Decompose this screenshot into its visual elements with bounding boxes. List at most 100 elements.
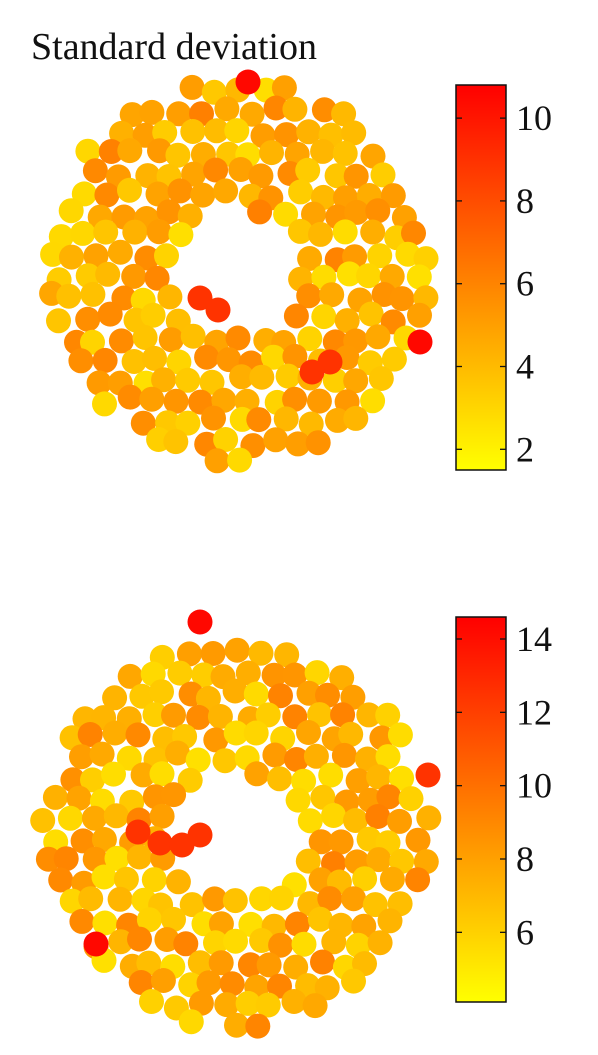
data-point [75, 306, 101, 332]
data-point [168, 222, 194, 248]
data-point [203, 157, 229, 183]
colorbar-tick-label: 10 [516, 98, 552, 138]
data-point [69, 744, 94, 770]
data-point [216, 347, 242, 373]
data-point [122, 219, 148, 245]
data-point [302, 993, 328, 1019]
data-point [178, 972, 204, 998]
data-point [296, 119, 322, 145]
data-point [127, 926, 152, 952]
data-point [186, 704, 212, 730]
data-point [321, 803, 346, 828]
data-point [310, 138, 336, 164]
data-point [180, 119, 206, 144]
colorbar-tick-label: 6 [516, 912, 534, 952]
data-point [377, 908, 403, 934]
data-point [389, 765, 415, 791]
data-point [117, 138, 143, 164]
data-point [291, 768, 317, 794]
data-point [223, 720, 249, 746]
data-point [173, 931, 199, 957]
data-point [219, 971, 245, 997]
data-point [291, 931, 317, 957]
data-point [308, 867, 334, 893]
data-point-high [187, 822, 213, 848]
data-point [287, 218, 313, 244]
data-point [343, 808, 368, 833]
data-point [235, 990, 261, 1016]
data-point [282, 386, 308, 412]
data-point [331, 101, 357, 127]
data-point [191, 911, 217, 937]
data-point [139, 989, 164, 1014]
data-point [80, 329, 105, 355]
data-point [376, 784, 402, 810]
data-point [229, 364, 255, 390]
data-point [284, 911, 310, 937]
data-point-high [187, 609, 213, 635]
data-point [343, 405, 369, 431]
data-point [175, 367, 201, 393]
data-point [366, 847, 392, 873]
data-point [92, 391, 117, 417]
data-point [53, 846, 79, 872]
data-point [30, 808, 56, 833]
data-point-high [235, 69, 261, 95]
data-point [321, 929, 347, 955]
data-point [263, 95, 289, 121]
data-point [201, 405, 226, 431]
data-point [58, 198, 84, 224]
data-point [311, 304, 337, 330]
data-point [130, 762, 156, 788]
data-point [268, 932, 294, 958]
data-point [113, 866, 139, 892]
data-point [275, 363, 301, 389]
data-point [151, 367, 177, 393]
data-point [248, 163, 274, 189]
data-point [336, 261, 362, 287]
data-point [136, 907, 162, 933]
data-point [308, 221, 333, 247]
data-point [83, 243, 109, 269]
data-point [140, 302, 166, 328]
data-point [224, 637, 250, 663]
data-point [71, 181, 97, 207]
data-point [199, 369, 225, 395]
data-point [310, 949, 335, 975]
data-point [306, 388, 332, 414]
data-point [360, 143, 386, 169]
data-point [329, 665, 355, 691]
data-point [178, 1009, 204, 1035]
data-point [249, 928, 275, 953]
data-point [367, 243, 393, 269]
data-point [225, 325, 251, 351]
data-point [157, 284, 183, 310]
data-point [351, 913, 377, 939]
data-point [107, 886, 133, 912]
data-point [315, 682, 340, 708]
data-point [324, 163, 350, 189]
data-point [132, 325, 158, 350]
data-point [283, 303, 309, 329]
data-point [259, 140, 284, 166]
data-point [208, 911, 234, 937]
data-point [75, 263, 101, 289]
data-point [366, 764, 392, 790]
data-point [243, 681, 269, 707]
data-point [255, 702, 281, 728]
data-point [163, 429, 189, 455]
data-point [356, 263, 381, 289]
data-point [303, 743, 329, 769]
data-point [328, 829, 354, 855]
data-point [317, 886, 343, 912]
data-point [213, 427, 239, 452]
data-point [156, 199, 182, 225]
data-point [296, 680, 322, 706]
panel-bottom: 6 8 10 12 14 [30, 609, 552, 1039]
data-point [387, 808, 412, 834]
data-point [70, 220, 96, 246]
data-point [167, 178, 193, 204]
data-point [70, 828, 96, 854]
data-point [381, 346, 407, 372]
data-point [245, 1013, 271, 1039]
